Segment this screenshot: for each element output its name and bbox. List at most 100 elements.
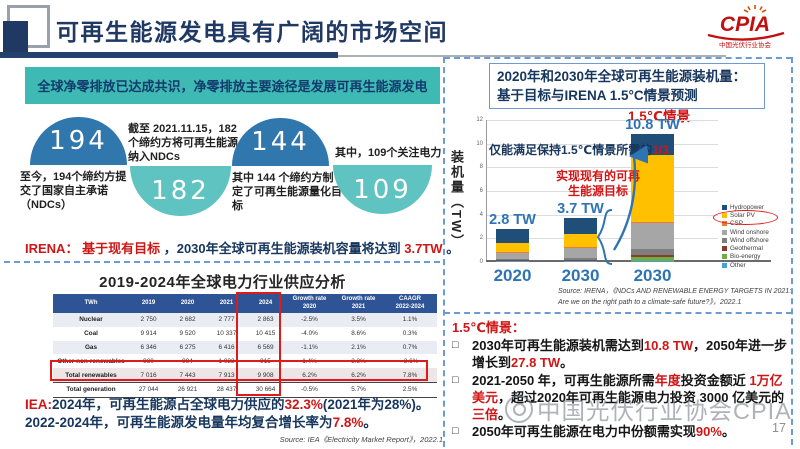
bar-total-label: 10.8 TW [625,117,680,134]
irena-note: IRENA： 基于现有目标 ，2030年全球可再生能源装机容量将达到 3.7TW… [25,238,459,257]
table-source: Source: IEA《Electricity Market Report》，2… [279,435,443,444]
bar-segment-solar-pv [631,154,674,223]
milestone-circle-182: 182 [130,166,231,216]
milestone-circle-144: 144 [232,118,329,166]
text-segment: 2021-2050 年，可再生能源所需 [472,372,655,388]
bar-segment-bio-energy [564,259,597,262]
logo-text: CPIA [720,13,770,36]
chart-source-line1: Source: IRENA，《NDCs AND RENEWABLE ENERGY… [558,288,792,295]
x-tick-label: 2020 [493,266,532,285]
bullet-square-icon: □ [452,339,459,351]
brace-icon [596,209,613,265]
iea-l1-a: 2024年，可再生能源占全球电力供应的 [52,397,285,412]
milestone-caption-109: 其中，109个关注电力 [335,147,442,159]
irena-end: 。 [446,241,460,256]
cpia-logo: CPIA 中国光伏行业协会 [707,5,785,49]
bar-segment-wind-onshore [631,223,674,250]
bar-segment-csp [631,222,674,224]
column-header: 2020 [168,294,207,313]
table-header-row: TWh 2019 2020 2021 2024 Growth rate 2020 Growt… [53,294,437,313]
text-segment: 2050年可再生能源在电力中份额需实现 [472,424,696,440]
cell: 9 908 [257,371,274,379]
legend-label: Wind onshore [730,228,769,236]
cell: 7 913 [218,371,235,379]
y-tick-label: 4 [479,211,483,218]
gridline [486,120,718,121]
bullet-square-icon: □ [452,425,459,438]
column-header: Growth rate 2021 [334,294,383,313]
text-segment: ，超过2020年可再生能源电力投资 3000 亿美元的 [498,389,785,405]
row-label: Nuclear [79,316,103,324]
text-segment: 27.8 TW [511,354,561,370]
cell: 28 437 [216,386,237,394]
iea-l1-b: (2021年为28%)。 [322,397,430,412]
cell: -0.5% [301,386,318,394]
bullet-square-icon: □ [452,373,459,386]
row-label: Coal [84,330,98,338]
bar-segment-solar-pv [496,243,529,252]
text-segment: 三倍 [472,406,499,422]
row-label: Total generation [66,386,116,394]
column-header: 2019 [129,294,168,313]
divider-right [444,312,792,314]
gridline [486,238,718,240]
gridline [486,143,718,145]
legend-item-other: Other [722,261,769,269]
arrow-icon [612,146,648,251]
cell: -1.1% [301,343,318,351]
iea-l2-em: 7.8% [332,414,364,430]
milestone-value: 144 [251,127,310,157]
legend-item-hydropower: Hydropower [722,203,769,211]
cell: 1.1% [402,316,418,324]
legend-label: Bio-energy [730,253,761,261]
column-header: CAAGR 2022-2024 [383,294,437,313]
note1-dark: 仅能满足保持1.5℃情景所需的 [489,143,653,157]
iea-line1: IEA:2024年，可再生能源占全球电力供应的32.3%(2021年为28%)。 [25,396,455,414]
cell: 6 346 [140,343,157,351]
supply-table: TWh 2019 2020 2021 2024 Growth rate 2020 Growt… [53,294,437,398]
iea-note: IEA:2024年，可再生能源占全球电力供应的32.3%(2021年为28%)。… [25,396,455,431]
cell: 7 016 [140,371,157,379]
sun-rays-icon [743,5,767,13]
cell: 6.2% [351,371,366,379]
x-tick-label: 2030 [633,266,672,285]
bar-segment-wind-offshore [496,259,529,260]
chart-title-box: 2020年和2030年全球可再生能源装机量： 基于目标与IRENA 1.5°C情… [489,63,765,110]
gridline [486,214,718,216]
text-segment: 。 [560,354,574,370]
bar-segment-hydropower [496,228,529,244]
panel-border-top [444,57,792,59]
table-title: 2019-2024年全球电力行业供应分析 [99,274,346,291]
milestone-caption-144: 其中 144 个缔约方制定了可再生能源量化目标 [232,172,342,213]
cell: 5.7% [351,386,366,394]
text-segment: 投资金额近 [680,372,750,388]
cell: 6 569 [257,343,274,351]
legend-item-wind-offshore: Wind offshore [722,236,769,244]
cell: 9 914 [140,330,157,338]
legend-swatch [722,229,727,235]
header-rule-gray [338,55,726,57]
cell: -2.5% [301,316,318,324]
scenario-bullet: □ 2050年可再生能源在电力中份额需实现90%。 [452,424,790,441]
page-number: 17 [772,421,786,435]
column-header: Growth rate 2020 [285,294,334,313]
text-segment: ，2050年进一步增长到 [472,338,787,370]
cell: 0.3% [402,330,418,338]
row-label: Total renewables [65,371,117,379]
milestone-circle-109: 109 [333,165,432,214]
iea-label: IEA: [25,397,52,412]
gridline [486,191,718,192]
legend-label: Wind offshore [730,236,769,244]
text-segment: 年度 [654,372,681,388]
iea-l1-em: 32.3% [284,397,323,412]
bar-total-label: 3.7 TW [557,201,604,218]
highlight-row-renewables [50,360,428,381]
legend-item-bio-energy: Bio-energy [722,253,769,261]
scenario-bullet: □ 2030年可再生能源装机需达到10.8 TW，2050年进一步增长到27.8 … [452,338,790,372]
irena-em1: 基于现有目标 [82,241,161,256]
milestone-value: 109 [353,174,412,205]
y-tick-label: 8 [479,164,483,171]
note1-red: 1/3 [652,143,669,157]
chart-source: Source: IRENA，《NDCs AND RENEWABLE ENERGY… [558,287,793,308]
text-segment: 10.8 TW [643,338,694,353]
